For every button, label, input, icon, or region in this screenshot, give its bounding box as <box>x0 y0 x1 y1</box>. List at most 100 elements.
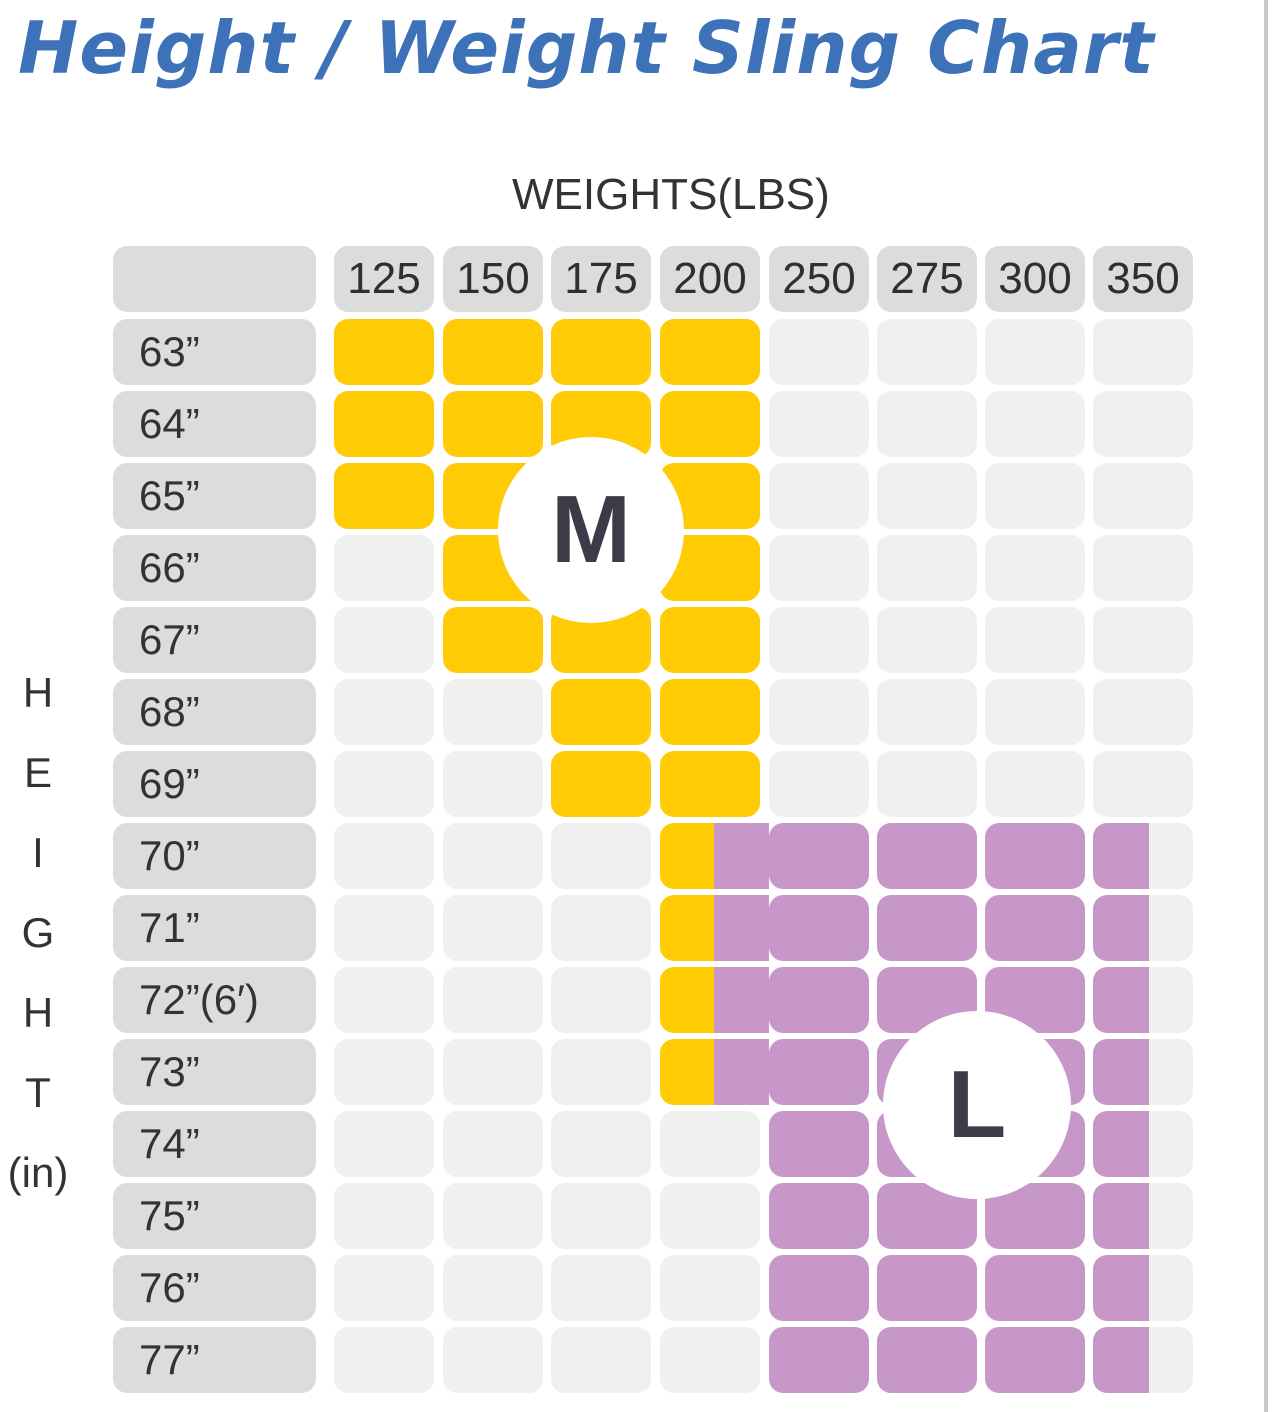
size-cell-l <box>985 895 1085 961</box>
empty-cell <box>660 1183 760 1249</box>
size-cell-m <box>660 679 760 745</box>
empty-cell <box>1093 391 1193 457</box>
weight-column-header: 175 <box>564 254 638 303</box>
empty-cell <box>877 751 977 817</box>
size-cell-l <box>769 823 869 889</box>
empty-cell <box>551 967 651 1033</box>
weight-column-header: 350 <box>1106 254 1180 303</box>
weight-column-header: 300 <box>998 254 1072 303</box>
size-cell-m <box>660 391 760 457</box>
size-cell-l <box>1093 967 1149 1033</box>
empty-cell <box>551 1327 651 1393</box>
empty-cell <box>660 1255 760 1321</box>
weight-column-header: 125 <box>347 254 421 303</box>
size-cell-l <box>985 1327 1085 1393</box>
y-axis-letter: I <box>32 829 44 876</box>
empty-cell <box>660 1111 760 1177</box>
empty-cell <box>334 607 434 673</box>
size-cell-l <box>769 1327 869 1393</box>
size-cell-m <box>443 607 543 673</box>
height-row-header: 72”(6′) <box>113 967 316 1033</box>
weight-column-header-bg <box>769 246 869 312</box>
weight-column-header-bg <box>877 246 977 312</box>
empty-cell <box>334 535 434 601</box>
empty-cell <box>877 391 977 457</box>
chart-title: Height / Weight Sling Chart <box>18 6 1155 90</box>
empty-cell <box>334 751 434 817</box>
empty-cell <box>551 823 651 889</box>
empty-cell-remainder <box>1149 1183 1193 1249</box>
size-cell-m <box>660 967 714 1033</box>
empty-cell <box>443 1255 543 1321</box>
empty-cell <box>334 1183 434 1249</box>
empty-cell <box>985 679 1085 745</box>
height-row-header: 77” <box>113 1327 316 1393</box>
size-m-badge: M <box>498 437 684 623</box>
empty-cell-remainder <box>1149 967 1193 1033</box>
empty-cell <box>551 1255 651 1321</box>
empty-cell <box>769 679 869 745</box>
empty-cell <box>1093 319 1193 385</box>
size-cell-l <box>877 895 977 961</box>
empty-cell <box>551 895 651 961</box>
empty-cell <box>877 319 977 385</box>
y-axis-letter: (in) <box>7 1149 69 1196</box>
size-cell-m <box>443 319 543 385</box>
size-cell-l <box>769 1255 869 1321</box>
empty-cell <box>877 607 977 673</box>
y-axis-letter: T <box>25 1069 51 1116</box>
weight-column-header: 200 <box>673 254 747 303</box>
empty-cell <box>443 1111 543 1177</box>
weight-column-header: 150 <box>456 254 530 303</box>
empty-cell <box>1093 751 1193 817</box>
size-cell-m <box>334 319 434 385</box>
empty-cell <box>769 319 869 385</box>
size-cell-l <box>985 1255 1085 1321</box>
size-cell-m <box>660 319 760 385</box>
y-axis-letter: H <box>22 989 54 1036</box>
weight-column-header-bg <box>660 246 760 312</box>
empty-cell <box>985 391 1085 457</box>
empty-cell <box>985 319 1085 385</box>
size-cell-l <box>1093 823 1149 889</box>
empty-cell <box>443 823 543 889</box>
size-cell-l <box>1093 1039 1149 1105</box>
empty-cell <box>334 1039 434 1105</box>
size-cell-l <box>1093 1255 1149 1321</box>
empty-cell <box>985 535 1085 601</box>
empty-cell <box>985 463 1085 529</box>
size-cell-l <box>769 967 869 1033</box>
y-axis-letter: H <box>22 669 54 716</box>
empty-cell <box>769 607 869 673</box>
size-cell-l <box>1093 895 1149 961</box>
y-axis-letter: E <box>23 749 52 796</box>
right-edge-divider <box>1264 0 1268 1412</box>
empty-cell <box>1093 607 1193 673</box>
empty-cell <box>551 1183 651 1249</box>
height-row-header: 65” <box>113 463 316 529</box>
empty-cell <box>877 679 977 745</box>
empty-cell-remainder <box>1149 1255 1193 1321</box>
empty-cell <box>877 535 977 601</box>
y-axis-letter: G <box>21 909 55 956</box>
size-cell-l <box>1093 1327 1149 1393</box>
x-axis-label: WEIGHTS(LBS) <box>512 170 830 219</box>
empty-cell <box>443 895 543 961</box>
size-l-badge: L <box>883 1011 1071 1199</box>
size-cell-m <box>660 607 760 673</box>
size-cell-l <box>769 895 869 961</box>
size-cell-l <box>1093 1183 1149 1249</box>
weight-column-header-bg <box>551 246 651 312</box>
y-axis-label: H E I G H T (in) <box>0 660 76 1220</box>
empty-cell <box>334 1327 434 1393</box>
height-row-header: 74” <box>113 1111 316 1177</box>
weight-column-header-bg <box>1093 246 1193 312</box>
height-row-header: 66” <box>113 535 316 601</box>
empty-cell <box>1093 535 1193 601</box>
size-cell-m <box>334 463 434 529</box>
weight-column-header-bg <box>443 246 543 312</box>
empty-cell <box>334 1255 434 1321</box>
height-row-header: 67” <box>113 607 316 673</box>
empty-cell <box>334 823 434 889</box>
height-row-header: 70” <box>113 823 316 889</box>
